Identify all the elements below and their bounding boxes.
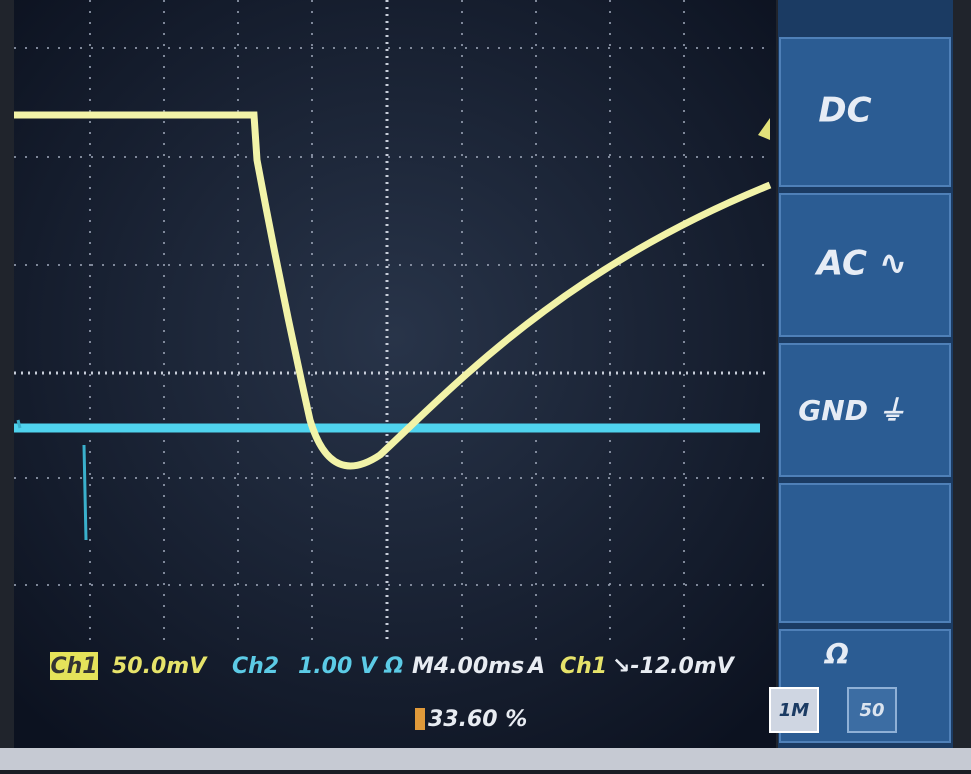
ch2-marker (16, 419, 88, 541)
menu-button-label: AC ∿ (814, 244, 908, 284)
ch1-scale: 50.0mV (112, 654, 208, 679)
impedance-option-label: 50 (859, 700, 884, 721)
trigger-marker (758, 118, 770, 140)
ch1-label: Ch1 (50, 654, 97, 679)
menu-button[interactable] (779, 193, 951, 337)
ch2-label: Ch2 (232, 654, 279, 679)
ch1-badge (50, 652, 98, 680)
menu-panel: DC AC ∿ GND ⏚ Ω 1M 50 (769, 0, 953, 748)
impedance-option[interactable] (847, 687, 897, 733)
menu-button-label: GND ⏚ (798, 394, 905, 427)
menu-button[interactable] (779, 37, 951, 187)
position-icon (415, 708, 425, 730)
trigger-mode: A (526, 654, 545, 679)
status-bar: Ch1 50.0mV Ch2 1.00 V Ω M4.00ms A Ch1 ↘-… (50, 652, 736, 732)
trigger-level: ↘-12.0mV (612, 654, 736, 679)
ch2-scale: 1.00 V Ω (298, 654, 403, 679)
bottom-bezel (0, 748, 971, 770)
impedance-option-label: 1M (779, 700, 810, 721)
timebase: M4.00ms (412, 654, 524, 679)
ch1-trace (14, 111, 772, 470)
trigger-source: Ch1 (560, 654, 607, 679)
impedance-option[interactable] (769, 687, 819, 733)
menu-button[interactable] (779, 483, 951, 623)
menu-button-label: DC (818, 91, 871, 131)
position: 33.60 % (428, 707, 527, 732)
menu-button[interactable] (779, 343, 951, 477)
impedance-title: Ω (823, 637, 849, 670)
